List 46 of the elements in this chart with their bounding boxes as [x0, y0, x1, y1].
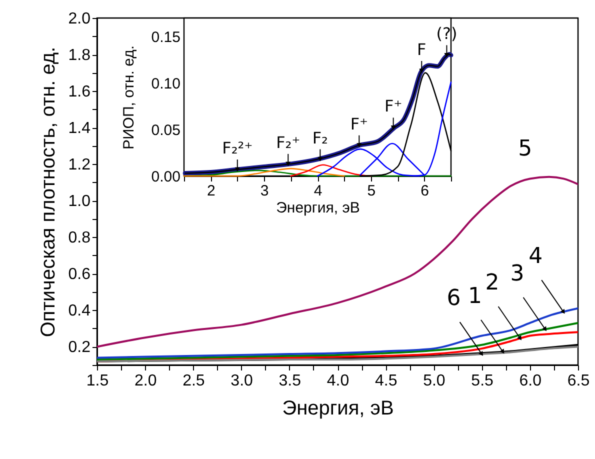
annotation: 3 — [510, 261, 524, 286]
annotation: 6 — [446, 286, 461, 312]
x-tick-label: 6.0 — [519, 372, 542, 390]
x-tick-label: 6.5 — [567, 372, 590, 390]
y-tick-label: 1.2 — [68, 156, 91, 174]
annotation: F₂ — [312, 128, 328, 148]
y-tick-label: 0.15 — [151, 29, 180, 46]
x-tick-label: 1.5 — [86, 372, 109, 390]
y-tick-label: 0.05 — [151, 122, 180, 140]
y-tick-label: 0.6 — [68, 266, 91, 284]
y-tick-label: 1.6 — [68, 84, 91, 101]
x-tick-label: 4.5 — [374, 372, 398, 390]
y-tick-label: 0.10 — [151, 76, 180, 93]
annotation: 2 — [485, 270, 500, 296]
y-axis-title: РИОП, отн. ед. — [120, 45, 138, 150]
annotation: 4 — [528, 244, 543, 270]
annotation: F₂²⁺ — [222, 138, 253, 158]
y-tick-label: 0.2 — [68, 339, 91, 356]
y-tick-label: 1.8 — [68, 47, 91, 64]
y-tick-label: 0.4 — [68, 302, 91, 320]
annotation: F⁺ — [350, 114, 368, 134]
x-tick-label: 3 — [260, 182, 269, 200]
x-tick-label: 5 — [367, 182, 376, 200]
y-tick-label: 1.0 — [68, 193, 91, 210]
x-tick-label: 3.0 — [230, 372, 254, 390]
y-tick-label: 1.4 — [68, 120, 91, 138]
x-tick-label: 3.5 — [278, 372, 302, 390]
annotation: F₂⁺ — [276, 132, 300, 152]
x-tick-label: 6 — [420, 182, 429, 200]
x-tick-label: 4 — [314, 182, 322, 200]
annotation: F⁺ — [384, 96, 402, 116]
y-tick-label: 0.00 — [151, 168, 180, 186]
annotation: F — [417, 40, 426, 59]
x-axis-title: Энергия, эВ — [276, 200, 360, 216]
x-tick-label: 5.5 — [471, 372, 494, 390]
y-tick-label: 2.0 — [68, 10, 91, 28]
y-tick-label: 0.8 — [68, 230, 91, 247]
y-axis-title: Оптическая плотность, отн. ед. — [37, 46, 60, 338]
x-tick-label: 4.0 — [326, 372, 350, 390]
x-tick-label: 2.5 — [182, 372, 205, 390]
annotation: 1 — [468, 284, 482, 309]
x-tick-label: 5.0 — [423, 372, 446, 390]
x-tick-label: 2.0 — [134, 372, 157, 390]
annotation: 5 — [518, 136, 532, 162]
x-axis-title: Энергия, эВ — [282, 398, 394, 420]
x-tick-label: 2 — [207, 182, 216, 200]
